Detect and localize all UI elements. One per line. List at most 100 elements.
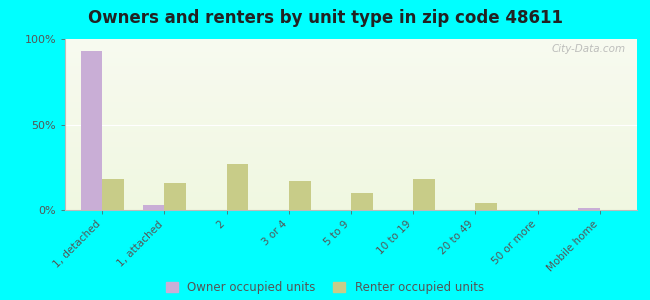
Bar (65, 68, 637, 69)
Bar (65, 202, 637, 203)
Bar (65, 65, 637, 66)
Bar (65, 76, 637, 77)
Bar (65, 190, 637, 191)
Bar (65, 151, 637, 152)
Bar (65, 131, 637, 132)
Bar (65, 160, 637, 161)
Bar (65, 195, 637, 196)
Bar (65, 208, 637, 209)
Bar (65, 180, 637, 181)
Bar (65, 47, 637, 48)
Bar (65, 142, 637, 143)
Bar (65, 149, 637, 150)
Bar (65, 93, 637, 94)
Bar (65, 52, 637, 53)
Bar (65, 177, 637, 178)
Bar (289, 181, 311, 210)
Bar (65, 121, 637, 122)
Bar (65, 97, 637, 98)
Bar (65, 63, 637, 64)
Bar (65, 126, 637, 127)
Bar (65, 100, 637, 101)
Bar (65, 56, 637, 57)
Bar (65, 57, 637, 58)
Bar (65, 187, 637, 188)
Bar (65, 73, 637, 74)
Bar (65, 194, 637, 195)
Bar (65, 199, 637, 200)
Bar (65, 103, 637, 104)
Bar (65, 69, 637, 70)
Bar (65, 51, 637, 52)
Bar (65, 54, 637, 55)
Text: Owners and renters by unit type in zip code 48611: Owners and renters by unit type in zip c… (88, 9, 562, 27)
Bar (65, 104, 637, 105)
Bar (65, 157, 637, 158)
Bar (65, 98, 637, 99)
Bar (65, 161, 637, 162)
Bar (65, 108, 637, 109)
Bar (65, 192, 637, 193)
Bar (65, 127, 637, 128)
Bar (65, 198, 637, 199)
Bar (65, 117, 637, 118)
Bar (65, 179, 637, 180)
Bar (65, 84, 637, 85)
Bar (65, 53, 637, 54)
Bar (65, 43, 637, 44)
Bar (65, 175, 637, 176)
Bar (65, 90, 637, 91)
Bar (65, 44, 637, 45)
Bar (65, 74, 637, 75)
Legend: Owner occupied units, Renter occupied units: Owner occupied units, Renter occupied un… (166, 281, 484, 294)
Bar (65, 181, 637, 182)
Bar (65, 173, 637, 174)
Bar (65, 182, 637, 183)
Text: City-Data.com: City-Data.com (551, 44, 625, 54)
Bar (65, 193, 637, 194)
Bar (65, 156, 637, 157)
Bar (164, 183, 187, 210)
Bar (65, 72, 637, 73)
Bar (578, 208, 600, 210)
Bar (65, 66, 637, 67)
Bar (65, 137, 637, 138)
Bar (475, 203, 497, 210)
Bar (65, 59, 637, 60)
Bar (65, 154, 637, 155)
Bar (65, 168, 637, 169)
Bar (65, 79, 637, 80)
Bar (65, 119, 637, 120)
Bar (65, 206, 637, 207)
Bar (65, 164, 637, 165)
Bar (65, 112, 637, 113)
Bar (65, 209, 637, 210)
Bar (65, 138, 637, 139)
Bar (65, 89, 637, 90)
Bar (65, 81, 637, 82)
Bar (65, 134, 637, 135)
Bar (65, 91, 637, 92)
Bar (65, 75, 637, 76)
Bar (65, 83, 637, 84)
Bar (65, 85, 637, 86)
Bar (65, 94, 637, 95)
Bar (65, 118, 637, 119)
Bar (65, 184, 637, 185)
Bar (65, 60, 637, 61)
Bar (65, 145, 637, 146)
Bar (65, 42, 637, 43)
Bar (65, 186, 637, 187)
Bar (65, 150, 637, 151)
Bar (65, 67, 637, 68)
Bar (65, 113, 637, 114)
Bar (65, 135, 637, 136)
Bar (65, 123, 637, 124)
Bar (65, 139, 637, 140)
Bar (65, 41, 637, 42)
Bar (65, 196, 637, 197)
Bar (65, 116, 637, 117)
Bar (65, 159, 637, 160)
Bar (65, 188, 637, 189)
Bar (65, 128, 637, 129)
